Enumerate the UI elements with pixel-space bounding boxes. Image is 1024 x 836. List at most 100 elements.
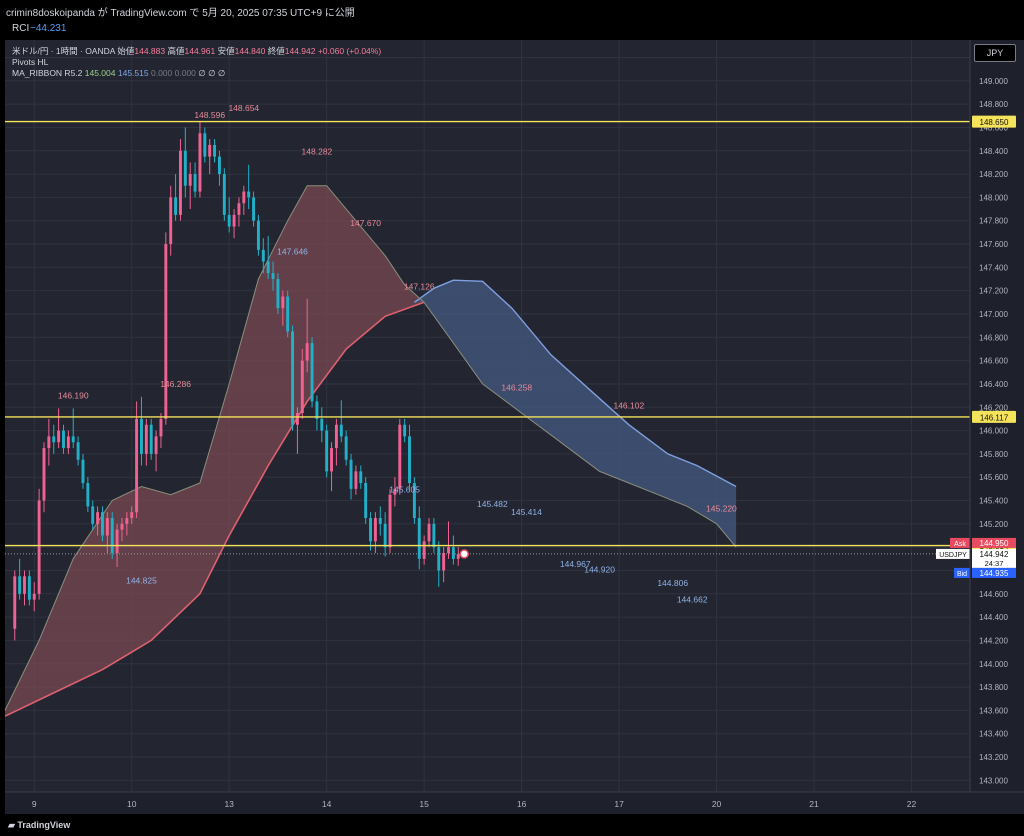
y-tick-label: 149.000 <box>979 77 1008 86</box>
bid-label-tag <box>954 567 970 578</box>
candle-body <box>183 150 187 186</box>
candle-body <box>52 436 56 443</box>
rci-indicator-bar[interactable]: RCI −44.231 <box>0 20 1024 38</box>
y-tick-label: 143.400 <box>979 730 1008 739</box>
last-price-tag <box>972 548 1016 568</box>
candle-body <box>271 273 275 280</box>
ma-value-3: 0.000 <box>150 68 173 78</box>
candle-body <box>388 494 392 548</box>
live-bar-marker-icon <box>459 549 470 559</box>
ohlc-legend-row[interactable]: 米ドル/円 · 1時間 · OANDA 始値144.883 高値144.961 … <box>12 46 381 57</box>
pivots-label: Pivots HL <box>12 57 49 67</box>
y-tick-label: 147.800 <box>979 217 1008 226</box>
ask-price: 144.950 <box>980 539 1009 548</box>
candle-body <box>456 554 460 559</box>
pivot-label: 146.190 <box>58 390 89 400</box>
high-label: 高値 <box>167 46 185 56</box>
pivot-label: 144.662 <box>677 595 708 605</box>
x-tick-label: 13 <box>224 799 234 809</box>
candle-body <box>217 156 221 175</box>
pivot-label: 145.414 <box>511 507 542 517</box>
candle-body <box>149 424 153 454</box>
brand-label: TradingView <box>17 820 71 830</box>
candle-body <box>66 436 70 449</box>
logo-mark-icon: ▰ <box>8 820 18 830</box>
ma-ribbon-name: MA_RIBBON R5.2 <box>12 68 83 78</box>
candle-body <box>305 343 309 361</box>
time-axis-background <box>5 792 1024 814</box>
pivot-label: 145.220 <box>706 504 737 514</box>
candle-body <box>222 174 226 215</box>
y-tick-label: 146.600 <box>979 357 1008 366</box>
ask-label: Ask <box>954 541 966 548</box>
candle-body <box>451 547 455 559</box>
y-tick-label: 144.200 <box>979 636 1008 645</box>
close-value: 144.942 <box>284 46 316 56</box>
candle-body <box>178 150 182 215</box>
level-price-tag <box>972 115 1016 128</box>
candle-body <box>203 133 207 157</box>
x-tick-label: 17 <box>614 799 624 809</box>
candle-body <box>261 249 265 262</box>
ma-ribbon-legend-row[interactable]: MA_RIBBON R5.2 145.004 145.515 0.000 0.0… <box>12 68 381 79</box>
candle-body <box>378 518 382 524</box>
ma-fast-line <box>4 185 737 711</box>
x-tick-label: 15 <box>419 799 429 809</box>
candle-body <box>164 244 168 419</box>
candle-body <box>193 174 197 192</box>
candle-body <box>120 523 124 530</box>
candle-body <box>266 261 270 274</box>
candle-body <box>291 331 295 425</box>
candle-body <box>422 541 426 559</box>
candle-body <box>174 197 178 215</box>
chart-legend: 米ドル/円 · 1時間 · OANDA 始値144.883 高値144.961 … <box>12 46 381 79</box>
candle-body <box>349 459 353 489</box>
candle-body <box>339 424 343 437</box>
candle-body <box>408 436 411 484</box>
change-value: +0.060 (+0.04%) <box>317 46 382 56</box>
candle-body <box>23 576 26 594</box>
candle-body <box>159 418 163 437</box>
ma-flags: ∅ ∅ ∅ <box>198 68 226 78</box>
ma-value-1: 145.004 <box>84 68 116 78</box>
rci-value: −44.231 <box>30 23 67 34</box>
candle-body <box>354 471 358 489</box>
y-tick-label: 148.200 <box>979 170 1008 179</box>
candle-body <box>125 518 129 524</box>
open-label: 始値 <box>117 46 135 56</box>
ribbon-red-fill <box>5 185 425 717</box>
price-chart[interactable]: 143.000 143.200 143.400 143.600 143.800 144.0… <box>0 40 1024 814</box>
candle-body <box>140 418 143 454</box>
candle-body <box>18 576 22 594</box>
tradingview-logo[interactable]: ▰ TradingView <box>8 820 70 831</box>
bar-countdown: 24:37 <box>985 559 1004 568</box>
candle-body <box>32 593 36 600</box>
candle-body <box>27 576 31 600</box>
pivot-label: 144.967 <box>560 559 591 569</box>
x-tick-label: 22 <box>907 799 917 809</box>
y-tick-label: 144.000 <box>979 660 1008 669</box>
pivot-label: 146.286 <box>160 379 191 389</box>
currency-button[interactable]: JPY <box>974 44 1016 62</box>
pivot-label: 145.482 <box>477 499 508 509</box>
open-value: 144.883 <box>134 46 166 56</box>
x-tick-label: 16 <box>517 799 527 809</box>
pivots-legend-row[interactable]: Pivots HL <box>12 57 381 68</box>
level-price-tag <box>972 410 1016 423</box>
pivot-label: 147.670 <box>350 218 381 228</box>
y-tick-label: 143.200 <box>979 753 1008 762</box>
candle-body <box>81 459 85 484</box>
candle-body <box>247 191 251 198</box>
candle-body <box>432 523 436 548</box>
pivot-label: 144.806 <box>657 578 688 588</box>
publish-header: crimin8doskoipanda が TradingView.com で 5… <box>0 0 1024 20</box>
candle-body <box>300 360 304 414</box>
candle-body <box>412 483 416 519</box>
candle-body <box>144 424 148 454</box>
candle-body <box>198 133 202 192</box>
candle-body <box>417 518 421 559</box>
low-value: 144.840 <box>234 46 266 56</box>
y-tick-label: 148.600 <box>979 123 1008 132</box>
bid-price-tag <box>972 567 1016 578</box>
